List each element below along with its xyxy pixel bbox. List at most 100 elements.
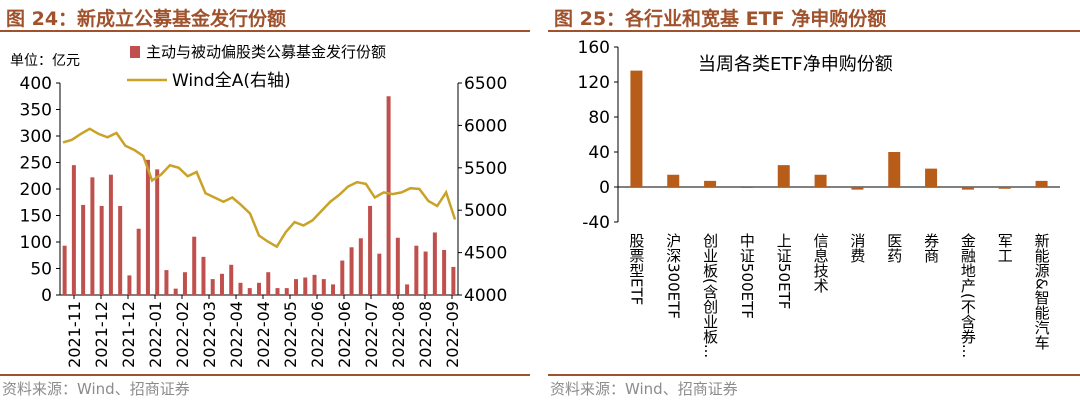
bar xyxy=(62,245,67,295)
footer-rule xyxy=(0,374,530,376)
bar xyxy=(71,165,76,295)
y-tick-label: 100 xyxy=(20,233,52,253)
x-tick-label: 2022-03 xyxy=(200,301,219,368)
x-tick-label: 2022-04 xyxy=(227,301,246,368)
category-label: 金融地产(不含券... xyxy=(959,233,977,358)
bar xyxy=(451,266,456,295)
bar xyxy=(81,204,86,295)
legend-line-label: Wind全A(右轴) xyxy=(172,71,291,91)
y-tick-label: 80 xyxy=(588,108,610,128)
category-label: 新能源&智能汽车 xyxy=(1033,233,1051,350)
bar xyxy=(377,253,382,295)
category-label: 沪深300ETF xyxy=(664,233,682,319)
bar xyxy=(349,247,354,295)
bar xyxy=(275,288,280,295)
bar xyxy=(704,180,717,187)
figure-title: 图 25：各行业和宽基 ETF 净申购份额 xyxy=(554,8,887,30)
bar xyxy=(312,274,317,295)
y-tick-label: 50 xyxy=(30,260,52,280)
y-tick-label: 300 xyxy=(20,127,52,147)
bar xyxy=(321,279,326,295)
bar xyxy=(108,174,113,295)
category-label: 消费 xyxy=(848,233,866,263)
title-rule xyxy=(548,30,1080,32)
bar xyxy=(136,228,141,295)
bar xyxy=(814,174,827,187)
x-tick-label: 2022-08 xyxy=(389,301,408,368)
category-label: 股票型ETF xyxy=(627,233,645,305)
y-tick-label: 0 xyxy=(41,286,52,306)
x-tick-label: 2022-07 xyxy=(362,301,381,368)
bar xyxy=(358,238,363,295)
bar xyxy=(266,272,271,295)
bar xyxy=(925,168,938,187)
bar xyxy=(667,174,680,187)
bar xyxy=(395,237,400,295)
category-label: 医药 xyxy=(885,233,903,264)
bar xyxy=(145,159,150,295)
footer-rule xyxy=(548,374,1080,376)
category-label: 信息技术 xyxy=(812,233,830,293)
panel-etf-subscriptions: 图 25：各行业和宽基 ETF 净申购份额 -40 0 40 80 120 160 股票型E… xyxy=(548,0,1080,401)
y-tick-label: 200 xyxy=(20,180,52,200)
bar xyxy=(99,205,104,295)
panel-fund-issuance: 图 24：新成立公募基金发行份额 0 50 100 150 200 250 300 350 40… xyxy=(0,0,530,401)
bar xyxy=(432,232,437,295)
figure-title: 图 24：新成立公募基金发行份额 xyxy=(6,8,287,30)
category-label: 军工 xyxy=(996,233,1014,263)
x-tick-label: 2021-11 xyxy=(65,301,84,368)
y2-tick-label: 5500 xyxy=(464,159,507,179)
title-rule xyxy=(0,30,530,32)
bar xyxy=(192,236,197,295)
bar xyxy=(257,282,261,295)
x-tick-label: 2022-01 xyxy=(146,301,165,368)
y2-tick-label: 6000 xyxy=(464,116,507,136)
bar xyxy=(294,279,299,295)
bar xyxy=(229,264,234,295)
etf-subscription-chart: -40 0 40 80 120 160 股票型ETF 沪深300ETF 创业板(含创业板... 中… xyxy=(578,38,1060,358)
bar xyxy=(164,270,169,295)
bar xyxy=(90,177,95,295)
bar xyxy=(118,205,123,295)
bar xyxy=(423,251,428,295)
bar xyxy=(1035,180,1048,187)
unit-label: 单位：亿元 xyxy=(10,53,80,69)
y-tick-label: 350 xyxy=(20,101,52,121)
bar xyxy=(201,256,206,295)
category-label: 券商 xyxy=(922,233,940,263)
bar xyxy=(331,284,336,295)
bar xyxy=(182,272,187,295)
legend-bar-label: 主动与被动偏股类公募基金发行份额 xyxy=(146,43,386,61)
bar xyxy=(303,277,308,295)
y-tick-label: 160 xyxy=(578,38,610,58)
y-tick-label: 40 xyxy=(588,143,610,163)
category-label: 创业板(含创业板... xyxy=(701,233,719,358)
x-tick-label: 2022-06 xyxy=(335,301,354,368)
y-tick-label: 120 xyxy=(578,73,610,93)
bar xyxy=(368,205,373,295)
bar xyxy=(998,187,1011,189)
x-tick-label: 2022-06 xyxy=(308,301,327,368)
x-tick-label: 2022-09 xyxy=(443,301,462,368)
bar xyxy=(219,273,224,295)
bar xyxy=(127,275,132,295)
y2-tick-label: 6500 xyxy=(464,74,507,94)
chart-title: 当周各类ETF净申购份额 xyxy=(698,54,893,75)
y2-tick-label: 4500 xyxy=(464,244,507,264)
bar xyxy=(414,245,419,295)
bar xyxy=(888,152,901,187)
bar xyxy=(340,260,345,295)
fund-issuance-chart: 0 50 100 150 200 250 300 350 400 4000 4500 5000 5500… xyxy=(10,43,507,368)
y2-tick-label: 5000 xyxy=(464,201,507,221)
bar xyxy=(961,187,974,190)
legend-bar-swatch xyxy=(130,46,140,58)
category-label: 上证50ETF xyxy=(775,233,793,309)
x-tick-label: 2022-04 xyxy=(254,301,273,368)
bar xyxy=(777,165,790,187)
y-tick-label: 250 xyxy=(20,154,52,174)
x-tick-label: 2022-02 xyxy=(173,301,192,368)
bar xyxy=(238,282,243,295)
x-tick-label: 2021-12 xyxy=(92,301,111,368)
source-note: 资料来源：Wind、招商证券 xyxy=(2,380,190,398)
bar xyxy=(155,169,160,295)
